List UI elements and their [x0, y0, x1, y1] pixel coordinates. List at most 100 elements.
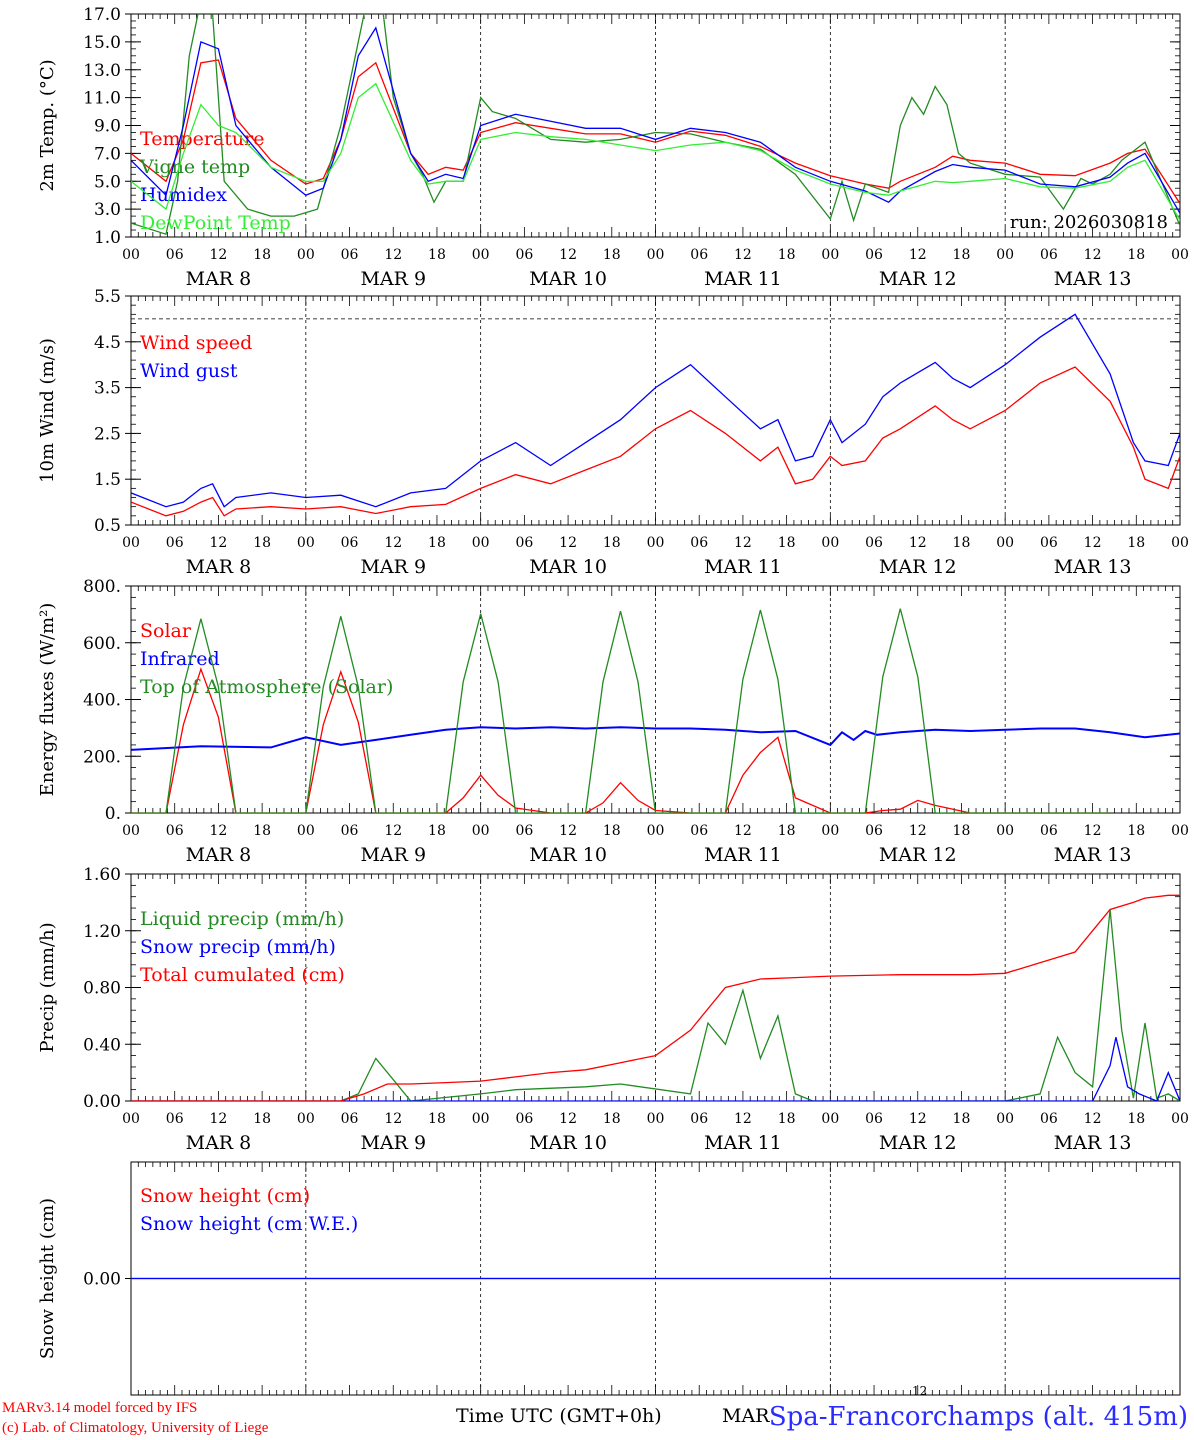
x-tick-label: 00	[1171, 535, 1189, 551]
x-tick-label: 00	[297, 1111, 315, 1127]
x-tick-label: 12	[384, 535, 402, 551]
y-tick-label: 800.	[83, 577, 121, 597]
x-tick-label: 06	[690, 823, 708, 839]
x-tick-label: 06	[865, 1111, 883, 1127]
legend-entry: Infrared	[140, 648, 220, 670]
x-tick-label: 06	[865, 535, 883, 551]
legend-entry: Temperature	[140, 128, 264, 150]
x-tick-label: 06	[690, 535, 708, 551]
y-tick-label: 600.	[83, 634, 121, 654]
y-tick-label: 0.00	[83, 1092, 121, 1112]
x-tick-label: 00	[472, 1111, 490, 1127]
y-tick-label: 0.40	[83, 1035, 121, 1055]
x-tick-label: 06	[690, 1111, 708, 1127]
x-tick-label: 00	[647, 247, 665, 263]
legend-entry: Snow height (cm)	[140, 1185, 310, 1207]
credit-note: (c) Lab. of Climatology, University of L…	[2, 1420, 269, 1436]
x-tick-label: 12	[734, 823, 752, 839]
y-tick-label: 5.5	[94, 287, 121, 307]
series-line	[131, 82, 1180, 221]
x-tick-label: 00	[996, 247, 1014, 263]
y-tick-label: 4.5	[94, 333, 121, 353]
x-tick-label: 00	[297, 247, 315, 263]
x-tick-label: 06	[515, 535, 533, 551]
run-annotation: run: 2026030818	[1010, 212, 1168, 233]
panel-5: 0.00 Snow height (cm) Snow height (cm) Snow…	[37, 1161, 1181, 1396]
y-axis-title: 2m Temp. (°C)	[37, 59, 58, 191]
x-tick-label: 18	[778, 823, 796, 839]
x-tick-label: 18	[428, 247, 446, 263]
panel-1: 1.0 3.0 5.0 7.0 9.0 11.0 13.0 15.0 17.0 2m Temp. …	[37, 5, 1189, 290]
x-tick-label: 06	[166, 823, 184, 839]
x-tick-label: 06	[515, 823, 533, 839]
x-tick-label: 00	[472, 823, 490, 839]
x-day-label: MAR 10	[529, 844, 607, 866]
x-day-label: MAR 10	[529, 1132, 607, 1154]
x-tick-label: 06	[166, 535, 184, 551]
x-tick-label: 00	[297, 535, 315, 551]
y-tick-label: 17.0	[83, 5, 121, 25]
series-line	[131, 313, 1180, 508]
x-tick-label: 12	[384, 1111, 402, 1127]
x-tick-label: 12	[1084, 1111, 1102, 1127]
x-tick-label: 18	[253, 1111, 271, 1127]
x-tick-label: 00	[647, 535, 665, 551]
x-tick-label: 18	[953, 1111, 971, 1127]
x-tick-label: 12	[909, 247, 927, 263]
x-tick-label: 00	[821, 535, 839, 551]
x-day-label: MAR 8	[186, 556, 252, 578]
x-day-label: MAR 8	[186, 1132, 252, 1154]
x-tick-label: 06	[1040, 535, 1058, 551]
x-tick-label: 06	[166, 1111, 184, 1127]
series-line	[131, 667, 1111, 813]
legend-entry: Snow precip (mm/h)	[140, 936, 336, 958]
x-tick-label: 00	[297, 823, 315, 839]
x-tick-label: 18	[1127, 535, 1145, 551]
x-tick-label: 00	[472, 247, 490, 263]
x-tick-label: 18	[428, 1111, 446, 1127]
x-day-label: MAR 10	[529, 268, 607, 290]
x-tick-label: 12	[210, 535, 228, 551]
x-tick-label: 12	[384, 823, 402, 839]
x-day-label: MAR 12	[879, 1132, 957, 1154]
x-tick-label: 12	[210, 823, 228, 839]
legend-entry: Total cumulated (cm)	[140, 964, 345, 986]
x-day-label: MAR 9	[360, 268, 426, 290]
x-tick-label: 06	[1040, 823, 1058, 839]
legend-entry: Humidex	[140, 184, 227, 206]
x-tick-label: 00	[122, 247, 140, 263]
x-tick-label: 00	[647, 1111, 665, 1127]
y-tick-label: 0.80	[83, 979, 121, 999]
series-line	[131, 59, 1180, 204]
y-axis-title: Precip (mm/h)	[37, 922, 58, 1052]
x-tick-label: 00	[821, 247, 839, 263]
y-tick-label: 3.5	[94, 379, 121, 399]
legend-entry: DewPoint Temp	[140, 212, 291, 234]
legend-entry: Wind gust	[140, 360, 238, 382]
x-tick-label: 06	[1040, 247, 1058, 263]
series-line	[131, 726, 1180, 751]
x-day-label: MAR 13	[1054, 556, 1132, 578]
x-day-small: MAR	[722, 1405, 770, 1427]
x-tick-label: 06	[1040, 1111, 1058, 1127]
x-day-label: MAR 13	[1054, 844, 1132, 866]
x-tick-label: 18	[253, 823, 271, 839]
x-tick-label: 18	[428, 823, 446, 839]
x-tick-label: 12	[909, 1111, 927, 1127]
x-day-label: MAR 11	[704, 268, 782, 290]
x-tick-label: 00	[122, 1111, 140, 1127]
panel-2: 0.5 1.5 2.5 3.5 4.5 5.5 10m Wind (m/s) 00 06 12 18…	[37, 287, 1189, 578]
model-note: MARv3.14 model forced by IFS	[2, 1400, 198, 1416]
x-tick-label: 12	[734, 535, 752, 551]
x-tick-label: 18	[778, 535, 796, 551]
station-name: Spa-Francorchamps (alt. 415m)	[768, 1402, 1188, 1432]
x-tick-label: 18	[603, 247, 621, 263]
x-tick-label: 06	[865, 247, 883, 263]
x-tick-label: 00	[647, 823, 665, 839]
x-tick-label: 06	[341, 823, 359, 839]
x-tick-label: 18	[1127, 823, 1145, 839]
y-tick-label: 11.0	[83, 89, 121, 109]
x-tick-small: 12	[912, 1384, 928, 1398]
x-tick-label: 00	[996, 823, 1014, 839]
